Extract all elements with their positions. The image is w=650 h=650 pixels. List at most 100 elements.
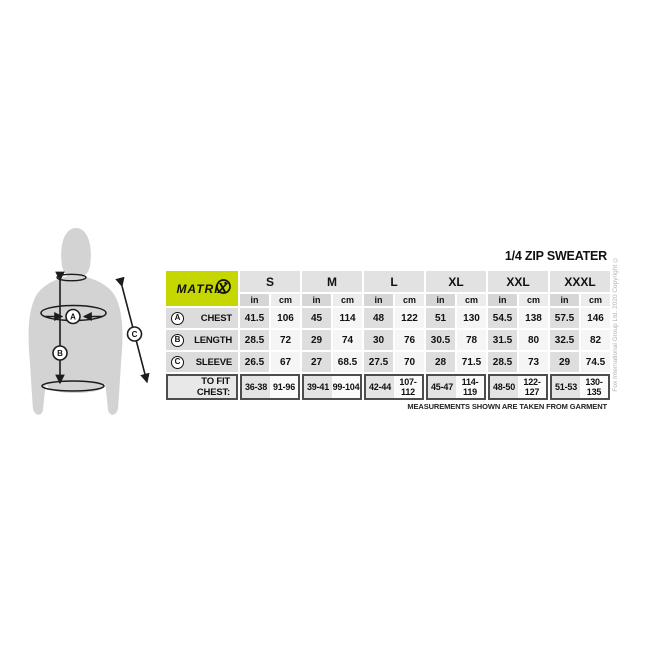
fit-value: 107-112 [394,376,423,398]
value-cell: 122 [395,308,425,328]
measurement-figure: A B C [28,228,150,415]
value-cell: 78 [457,330,487,350]
sleeve-row: C SLEEVE 26.5 67 27 68.5 27.5 70 28 71.5… [166,352,611,372]
value-cell: 57.5 [550,308,580,328]
value-cell: 30 [364,330,394,350]
value-cell: 48 [364,308,394,328]
value-cell: 82 [581,330,611,350]
value-cell: 41.5 [240,308,269,328]
size-header-l: L [364,271,425,293]
fit-value: 36-38 [242,376,271,398]
waist-line [41,380,105,392]
value-cell: 70 [395,352,425,372]
fit-pair-xl: 45-47 114-119 [426,374,487,400]
value-cell: 76 [395,330,425,350]
value-cell: 138 [519,308,549,328]
unit-header-in: in [488,294,518,306]
unit-header-cm: cm [581,294,611,306]
row-label-sleeve: C SLEEVE [166,352,238,372]
fit-value: 45-47 [428,376,457,398]
row-marker-c: C [171,355,184,369]
value-cell: 54.5 [488,308,518,328]
row-marker-a: A [171,311,184,325]
fit-value: 42-44 [366,376,395,398]
marker-b-label: B [57,349,63,358]
fit-pair-xxxl: 51-53 130-135 [550,374,611,400]
head-silhouette [61,228,91,277]
fit-value: 99-104 [332,376,361,398]
to-fit-chest-label: TO FIT CHEST: [166,374,238,400]
size-header-s: S [240,271,301,293]
value-cell: 74.5 [581,352,611,372]
marker-a-badge: A [65,308,81,325]
chest-row: A CHEST 41.5 106 45 114 48 122 51 130 54… [166,308,611,328]
measurements-footnote: MEASUREMENTS SHOWN ARE TAKEN FROM GARMEN… [407,402,607,411]
unit-header-in: in [364,294,394,306]
value-cell: 29 [302,330,332,350]
row-label-text: CHEST [200,312,232,324]
fit-value: 48-50 [490,376,519,398]
marker-c-badge: C [126,326,143,342]
value-cell: 80 [519,330,549,350]
brand-logo: MATRI X [166,271,238,306]
unit-header-cm: cm [395,294,425,306]
marker-a-label: A [70,313,76,322]
marker-b-badge: B [52,345,68,361]
fit-value: 114-119 [456,376,485,398]
value-cell: 30.5 [426,330,456,350]
value-cell: 67 [271,352,301,372]
row-marker-b: B [171,333,184,347]
unit-header-cm: cm [271,294,301,306]
unit-header-cm: cm [519,294,549,306]
page-title: 1/4 ZIP SWEATER [504,249,607,263]
value-cell: 130 [457,308,487,328]
length-row: B LENGTH 28.5 72 29 74 30 76 30.5 78 31.… [166,330,611,350]
fit-value: 39-41 [304,376,333,398]
row-label-length: B LENGTH [166,330,238,350]
value-cell: 28.5 [240,330,269,350]
value-cell: 45 [302,308,332,328]
value-cell: 73 [519,352,549,372]
value-cell: 29 [550,352,580,372]
unit-header-row: in cm in cm in cm in cm in cm in cm [166,294,611,306]
value-cell: 68.5 [333,352,363,372]
value-cell: 27.5 [364,352,394,372]
size-header-xxxl: XXXL [550,271,611,293]
fit-value: 122-127 [518,376,547,398]
size-header-row: MATRI X S M L XL XXL XXXL [166,271,611,306]
fox-swoosh-icon [216,279,231,294]
fit-pair-s: 36-38 91-96 [240,374,301,400]
value-cell: 71.5 [457,352,487,372]
fit-pair-m: 39-41 99-104 [302,374,363,400]
size-header-m: M [302,271,363,293]
value-cell: 28.5 [488,352,518,372]
value-cell: 146 [581,308,611,328]
fit-pair-xxl: 48-50 122-127 [488,374,549,400]
value-cell: 114 [333,308,363,328]
unit-header-cm: cm [457,294,487,306]
unit-header-in: in [302,294,332,306]
row-label-text: SLEEVE [195,356,232,368]
value-cell: 74 [333,330,363,350]
unit-header-in: in [550,294,580,306]
value-cell: 32.5 [550,330,580,350]
value-cell: 28 [426,352,456,372]
value-cell: 26.5 [240,352,269,372]
fit-value: 51-53 [552,376,581,398]
brand-logo-text: MATRI [176,281,219,296]
value-cell: 106 [271,308,301,328]
fit-value: 130-135 [580,376,609,398]
value-cell: 31.5 [488,330,518,350]
row-label-text: LENGTH [194,334,232,346]
size-header-xxl: XXL [488,271,549,293]
marker-c-label: C [132,330,138,339]
unit-header-in: in [426,294,456,306]
copyright-text: Fox International Group Ltd. 2020 Copyri… [612,256,619,392]
value-cell: 51 [426,308,456,328]
value-cell: 72 [271,330,301,350]
fit-value: 91-96 [270,376,299,398]
size-chart-table: MATRI X S M L XL XXL XXXL in cm in [164,269,612,402]
to-fit-chest-row: TO FIT CHEST: 36-38 91-96 39-41 99-104 42-… [166,374,611,400]
row-label-chest: A CHEST [166,308,238,328]
